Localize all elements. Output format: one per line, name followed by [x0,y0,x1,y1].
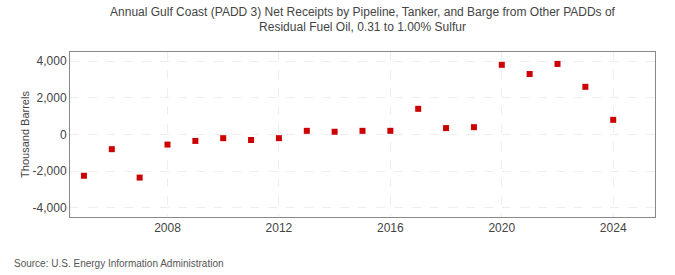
svg-text:0: 0 [60,128,67,142]
svg-text:2008: 2008 [154,221,181,235]
svg-text:Thousand Barrels: Thousand Barrels [19,91,31,178]
svg-text:2016: 2016 [377,221,404,235]
svg-text:-2,000: -2,000 [33,164,67,178]
svg-text:Source: U.S. Energy Informatio: Source: U.S. Energy Information Administ… [14,258,224,269]
svg-text:4,000: 4,000 [37,54,67,68]
svg-text:2024: 2024 [600,221,627,235]
svg-text:2020: 2020 [488,221,515,235]
svg-text:Annual Gulf Coast (PADD 3) Net: Annual Gulf Coast (PADD 3) Net Receipts … [110,5,616,35]
svg-text:2,000: 2,000 [37,91,67,105]
svg-text:2012: 2012 [266,221,293,235]
svg-text:-4,000: -4,000 [33,201,67,215]
